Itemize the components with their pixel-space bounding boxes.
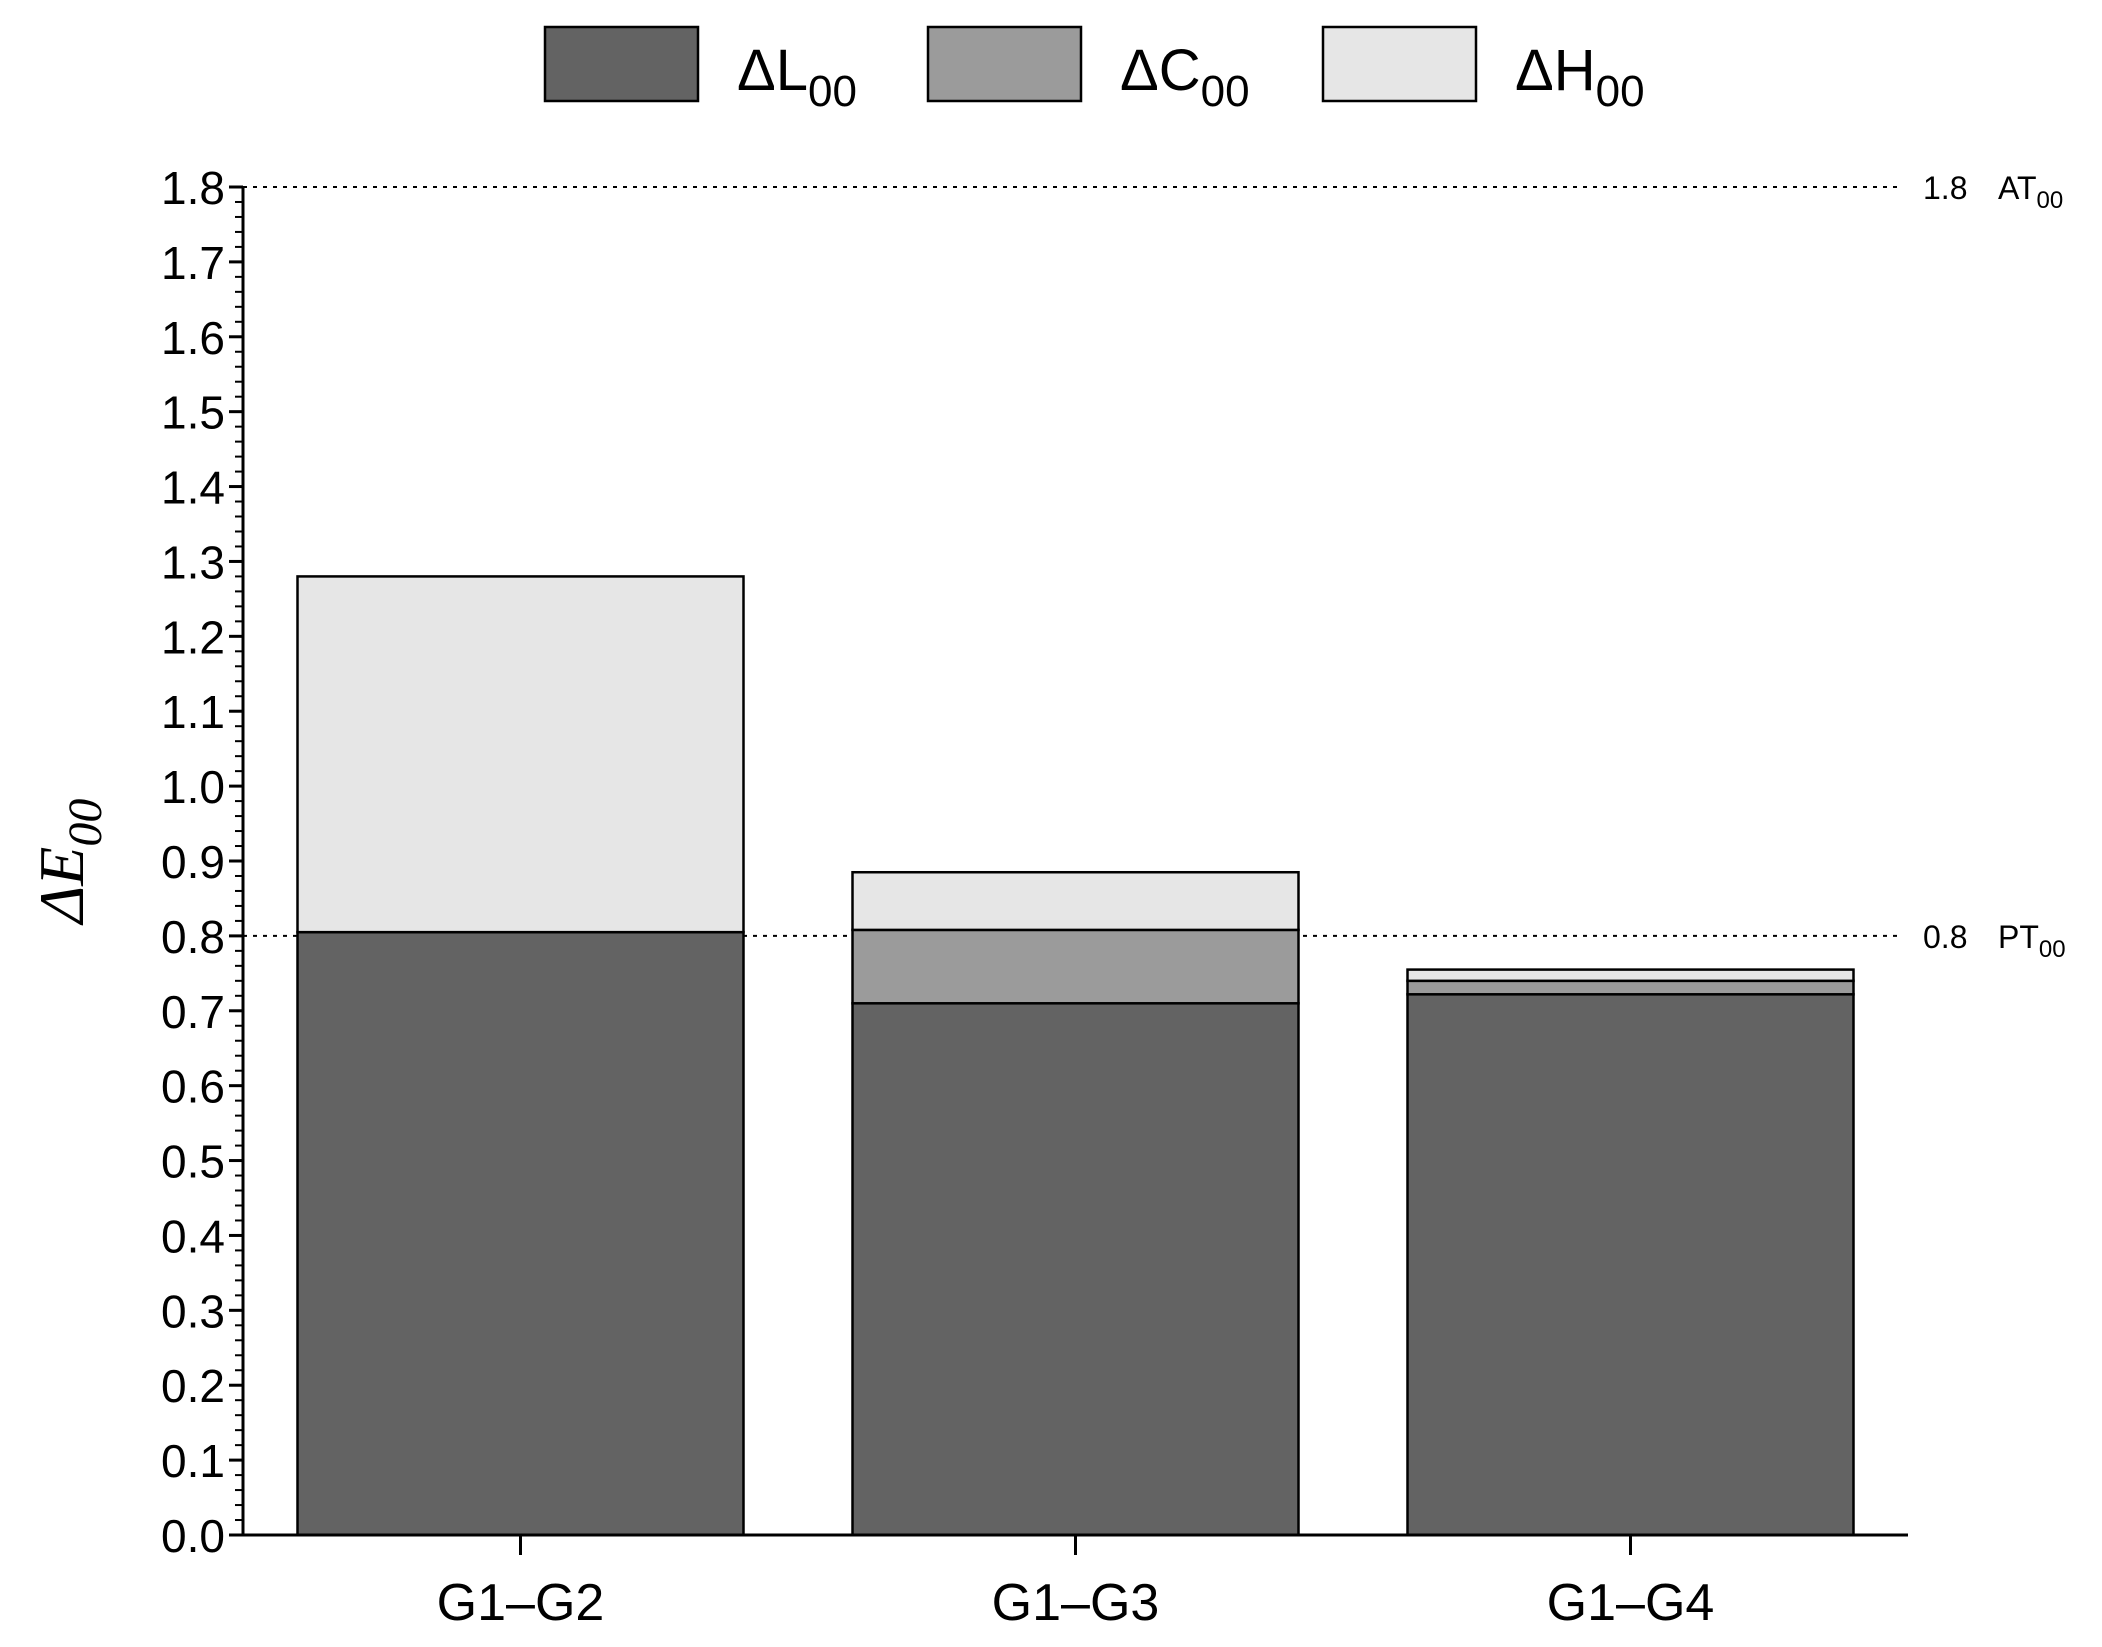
threshold-lines — [243, 186, 1902, 937]
labels: 1.8 AT00 0.8 PT00 G1–G2 G1–G3 G1–G4 0.0 0.1 0.2 0.… — [26, 162, 2066, 1632]
y-tick-label-17: 1.6 — [161, 312, 225, 364]
bar-3-segment-1 — [1406, 993, 1855, 1537]
legend-label-1: ΔL00 — [737, 38, 857, 116]
y-tick-label-19: 1.8 — [161, 162, 225, 214]
legend: ΔL00 ΔC00 ΔH00 — [543, 25, 1645, 116]
bar-2-segment-3 — [851, 870, 1300, 932]
y-tick-label-18: 1.7 — [161, 237, 225, 289]
bar-1-segment-1 — [296, 930, 745, 1537]
y-tick-label-16: 1.5 — [161, 387, 225, 439]
y-tick-label-15: 1.4 — [161, 462, 225, 514]
bar-2-segment-2 — [851, 928, 1300, 1005]
y-tick-label-14: 1.3 — [161, 536, 225, 588]
y-tick-label-2: 0.1 — [161, 1435, 225, 1487]
y-axis-label-text: ΔE00 — [26, 799, 112, 927]
y-tick-label-1: 0.0 — [161, 1510, 225, 1562]
bar-3-segment-2 — [1406, 979, 1855, 996]
bars — [296, 575, 1855, 1537]
bar-2-segment-1 — [851, 1002, 1300, 1537]
y-tick-label-7: 0.6 — [161, 1061, 225, 1113]
legend-label-3: ΔH00 — [1515, 38, 1645, 116]
legend-label-2: ΔC00 — [1120, 38, 1250, 116]
x-tick-label-1: G1–G2 — [437, 1574, 605, 1632]
x-tick-label-2: G1–G3 — [992, 1574, 1160, 1632]
y-tick-label-4: 0.3 — [161, 1285, 225, 1337]
threshold-value-2: 0.8 — [1923, 919, 1967, 955]
y-tick-label-13: 1.2 — [161, 611, 225, 663]
x-tick-label-3: G1–G4 — [1547, 1574, 1715, 1632]
y-tick-label-8: 0.7 — [161, 986, 225, 1038]
y-tick-label-3: 0.2 — [161, 1360, 225, 1412]
threshold-label-1: AT00 — [1998, 170, 2063, 214]
threshold-label-2: PT00 — [1998, 919, 2066, 963]
legend-swatch-1 — [543, 25, 700, 103]
bar-1-segment-3 — [296, 575, 745, 934]
y-tick-label-11: 1.0 — [161, 761, 225, 813]
y-axis-ticks — [229, 185, 1632, 1555]
y-tick-label-12: 1.1 — [161, 686, 225, 738]
y-axis-label: ΔE00 — [26, 799, 112, 927]
y-tick-label-10: 0.9 — [161, 836, 225, 888]
y-tick-label-9: 0.8 — [161, 911, 225, 963]
bar-3-segment-3 — [1406, 968, 1855, 983]
legend-swatch-2 — [926, 25, 1083, 103]
y-tick-label-5: 0.4 — [161, 1210, 225, 1262]
legend-swatch-3 — [1321, 25, 1478, 103]
threshold-value-1: 1.8 — [1923, 170, 1967, 206]
y-tick-label-6: 0.5 — [161, 1136, 225, 1188]
